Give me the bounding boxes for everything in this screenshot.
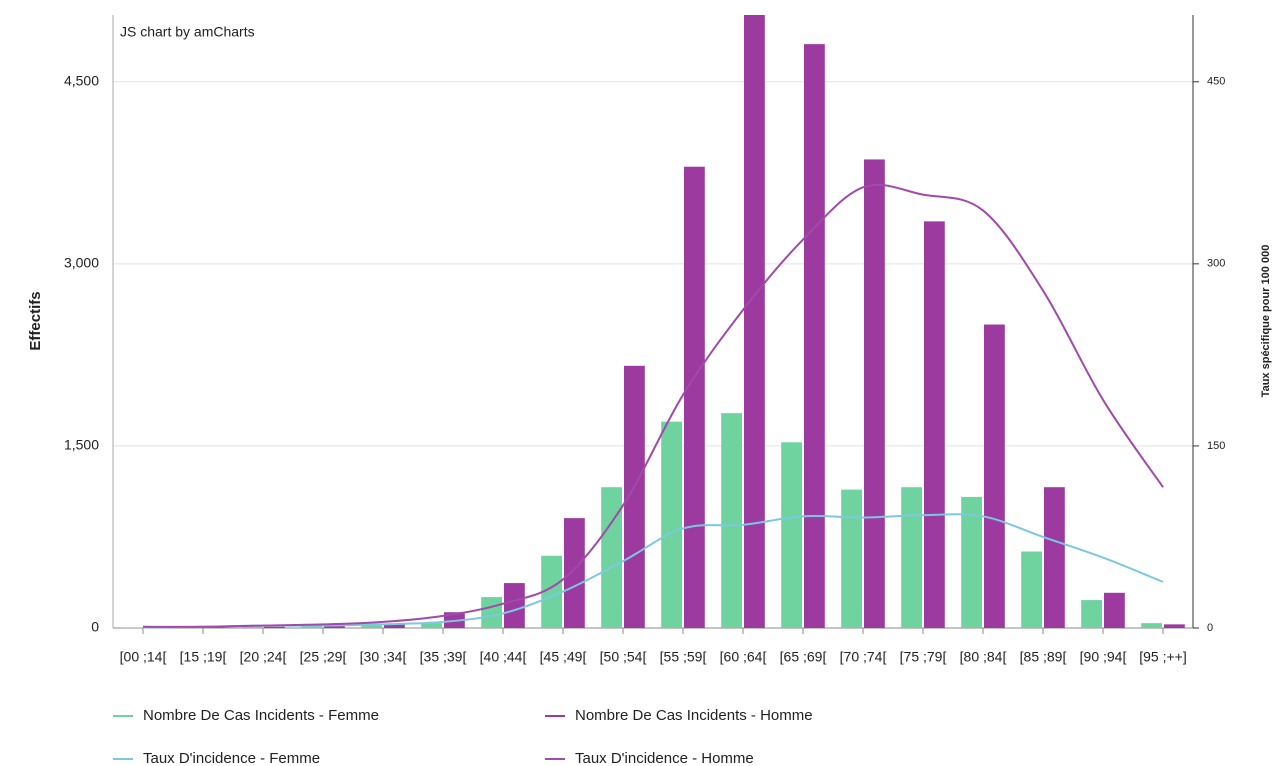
x-tick-label: [85 ;89[ bbox=[1020, 649, 1067, 665]
bar bbox=[421, 623, 442, 628]
x-tick-label: [15 ;19[ bbox=[180, 649, 227, 665]
bar bbox=[481, 597, 502, 628]
bar bbox=[924, 221, 945, 628]
y2-axis-title: Taux spécifique pour 100 000 bbox=[1260, 245, 1272, 398]
bar bbox=[661, 421, 682, 628]
x-tick-label: [90 ;94[ bbox=[1080, 649, 1127, 665]
bar bbox=[384, 624, 405, 628]
y2-tick-label: 300 bbox=[1207, 258, 1225, 270]
bar bbox=[361, 625, 382, 628]
y-tick-label: 1,500 bbox=[64, 437, 99, 453]
x-tick-label: [70 ;74[ bbox=[840, 649, 887, 665]
y-tick-label: 0 bbox=[91, 619, 99, 635]
y-tick-label: 4,500 bbox=[64, 72, 99, 88]
x-tick-label: [45 ;49[ bbox=[540, 649, 587, 665]
bar bbox=[504, 583, 525, 628]
y2-tick-label: 0 bbox=[1207, 622, 1213, 634]
y2-tick-label: 450 bbox=[1207, 76, 1225, 88]
bar bbox=[564, 518, 585, 628]
credit: JS chart by amCharts bbox=[120, 24, 255, 40]
bar bbox=[901, 487, 922, 628]
bar bbox=[804, 44, 825, 628]
x-tick-label: [20 ;24[ bbox=[240, 649, 287, 665]
bar bbox=[264, 626, 285, 628]
x-tick-label: [30 ;34[ bbox=[360, 649, 407, 665]
bar bbox=[1164, 624, 1185, 628]
bar bbox=[841, 489, 862, 628]
bar bbox=[864, 159, 885, 628]
bar bbox=[601, 487, 622, 628]
bar bbox=[624, 365, 645, 628]
legend-label: Nombre De Cas Incidents - Homme bbox=[575, 707, 813, 724]
x-tick-label: [95 ;++] bbox=[1139, 649, 1186, 665]
x-tick-label: [65 ;69[ bbox=[780, 649, 827, 665]
x-tick-label: [75 ;79[ bbox=[900, 649, 947, 665]
x-tick-label: [50 ;54[ bbox=[600, 649, 647, 665]
bar bbox=[984, 324, 1005, 628]
bar bbox=[1044, 487, 1065, 628]
x-tick-label: [35 ;39[ bbox=[420, 649, 467, 665]
x-tick-label: [25 ;29[ bbox=[300, 649, 347, 665]
bar bbox=[1081, 600, 1102, 628]
bar bbox=[781, 442, 802, 628]
bar bbox=[1021, 551, 1042, 628]
x-tick-label: [60 ;64[ bbox=[720, 649, 767, 665]
bar bbox=[744, 15, 765, 628]
bar bbox=[961, 496, 982, 628]
bar bbox=[121, 627, 142, 628]
y2-tick-label: 150 bbox=[1207, 440, 1225, 452]
x-tick-label: [55 ;59[ bbox=[660, 649, 707, 665]
y-tick-label: 3,000 bbox=[64, 255, 99, 271]
line bbox=[142, 183, 1164, 628]
bar bbox=[1141, 623, 1162, 628]
legend-label: Taux D'incidence - Homme bbox=[575, 750, 754, 766]
bar bbox=[301, 626, 322, 628]
bar bbox=[721, 413, 742, 628]
bar bbox=[541, 555, 562, 628]
x-tick-label: [80 ;84[ bbox=[960, 649, 1007, 665]
legend-label: Taux D'incidence - Femme bbox=[143, 750, 320, 766]
bar bbox=[1104, 592, 1125, 628]
bar bbox=[324, 625, 345, 628]
x-tick-label: [00 ;14[ bbox=[120, 649, 167, 665]
bar bbox=[204, 627, 225, 628]
legend-label: Nombre De Cas Incidents - Femme bbox=[143, 707, 379, 724]
bar bbox=[241, 626, 262, 628]
line bbox=[142, 513, 1164, 629]
y-axis-title: Effectifs bbox=[27, 291, 44, 350]
bar bbox=[684, 166, 705, 628]
x-tick-label: [40 ;44[ bbox=[480, 649, 527, 665]
